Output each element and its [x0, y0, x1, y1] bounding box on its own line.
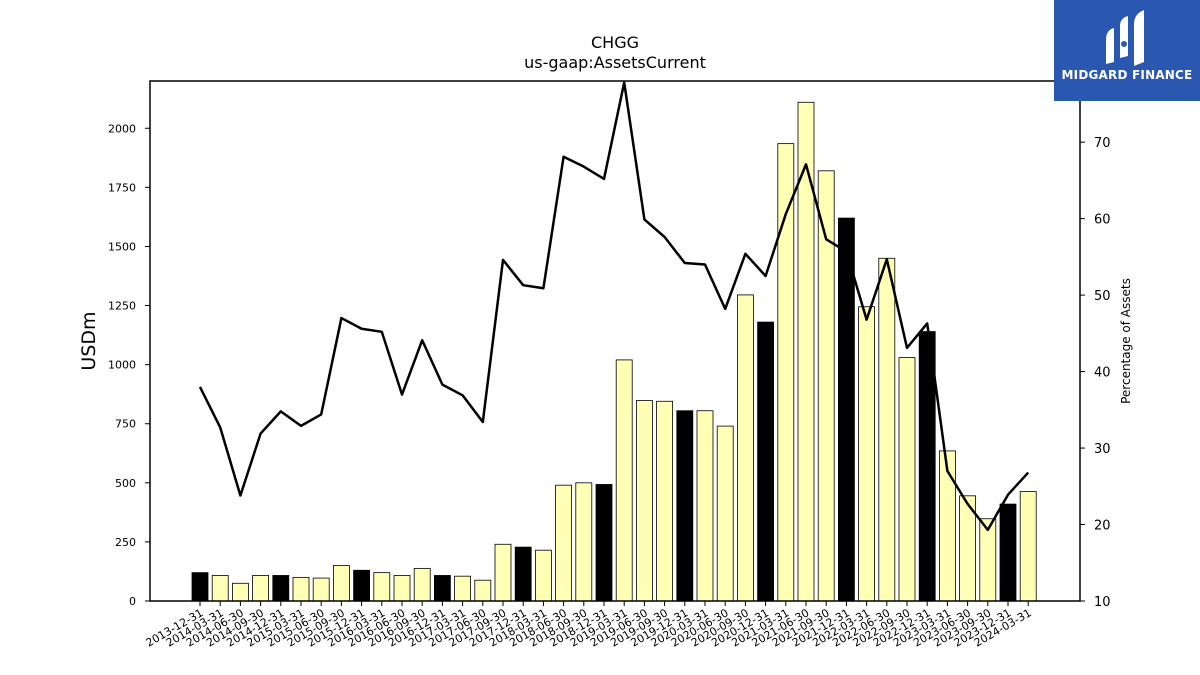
bar-2014-09-30	[252, 575, 270, 602]
chart-subtitle: us-gaap:AssetsCurrent	[524, 53, 706, 72]
y2-tick-label: 40	[1094, 366, 1111, 381]
y-tick-label: 1750	[108, 181, 136, 194]
y-tick-label: 2000	[108, 122, 136, 135]
bar-2018-12-31	[595, 484, 613, 602]
chart-title: CHGG	[591, 33, 639, 52]
bar-2019-12-31	[676, 410, 694, 602]
bar-2016-03-31	[373, 572, 391, 602]
bar-2015-03-31	[292, 576, 310, 602]
bar-2016-12-31	[433, 575, 451, 602]
y2-tick-label: 70	[1094, 136, 1111, 151]
bar-2017-12-31	[514, 546, 532, 602]
line-percentage-of-assets	[198, 81, 1030, 532]
bar-2016-06-30	[393, 575, 411, 602]
plot-frame	[149, 80, 1081, 602]
bar-2020-12-31	[757, 321, 774, 602]
bar-2018-03-31	[535, 549, 552, 602]
bar-2018-06-30	[555, 484, 572, 602]
bar-2014-12-31	[272, 575, 290, 602]
bar-2020-09-30	[737, 294, 754, 602]
bar-2015-09-30	[332, 565, 350, 602]
y-axis-right: 10 20 30 40 50 60 70	[1080, 136, 1111, 610]
bar-2023-12-31	[999, 503, 1017, 602]
y-tick-label: 750	[115, 418, 136, 431]
bar-2024-03-31	[1019, 491, 1037, 602]
bar-2020-03-31	[696, 410, 714, 602]
bar-2020-06-30	[716, 425, 734, 602]
logo-mark-icon	[1106, 10, 1144, 66]
y2-tick-label: 30	[1094, 442, 1111, 457]
y-tick-label: 1500	[108, 240, 136, 253]
y-axis-label: USDm	[78, 311, 100, 370]
bar-2019-06-30	[636, 400, 653, 602]
y-axis-left: 0 250 500 750 1000 1250 1500 1750 2000	[108, 122, 150, 608]
y2-tick-label: 50	[1094, 289, 1111, 304]
y-tick-label: 250	[115, 536, 136, 549]
y-tick-label: 1250	[108, 300, 136, 313]
x-axis: 2013-12-312014-03-312014-06-302014-09-30…	[144, 601, 1034, 650]
y2-tick-label: 10	[1094, 595, 1111, 610]
y2-tick-label: 20	[1094, 519, 1111, 534]
y2-axis-label: Percentage of Assets	[1119, 278, 1133, 404]
y-tick-label: 1000	[108, 359, 136, 372]
bar-2017-03-31	[454, 575, 472, 602]
logo-text: MIDGARD FINANCE	[1061, 68, 1193, 82]
bar-2019-03-31	[615, 359, 633, 602]
y-tick-label: 0	[129, 595, 136, 608]
bar-2017-09-30	[494, 543, 512, 602]
bar-2022-09-30	[898, 357, 916, 602]
bar-2015-06-30	[312, 577, 330, 602]
y-tick-label: 500	[115, 477, 136, 490]
bar-2014-06-30	[231, 582, 249, 602]
bar-2016-09-30	[413, 567, 431, 602]
bar-2021-12-31	[838, 217, 855, 602]
midgard-finance-logo: MIDGARD FINANCE	[1054, 0, 1200, 101]
bar-2014-03-31	[211, 575, 229, 602]
bar-series	[191, 101, 1037, 602]
bar-2013-12-31	[191, 572, 209, 602]
line-series	[198, 81, 1030, 532]
bar-2015-12-31	[353, 569, 371, 602]
bar-2017-06-30	[474, 579, 492, 602]
bar-2019-09-30	[656, 400, 673, 602]
y2-tick-label: 60	[1094, 213, 1111, 228]
bar-2018-09-30	[575, 482, 593, 602]
bar-2022-03-31	[858, 306, 875, 602]
bar-2022-06-30	[878, 257, 896, 602]
bar-2023-03-31	[939, 450, 956, 602]
